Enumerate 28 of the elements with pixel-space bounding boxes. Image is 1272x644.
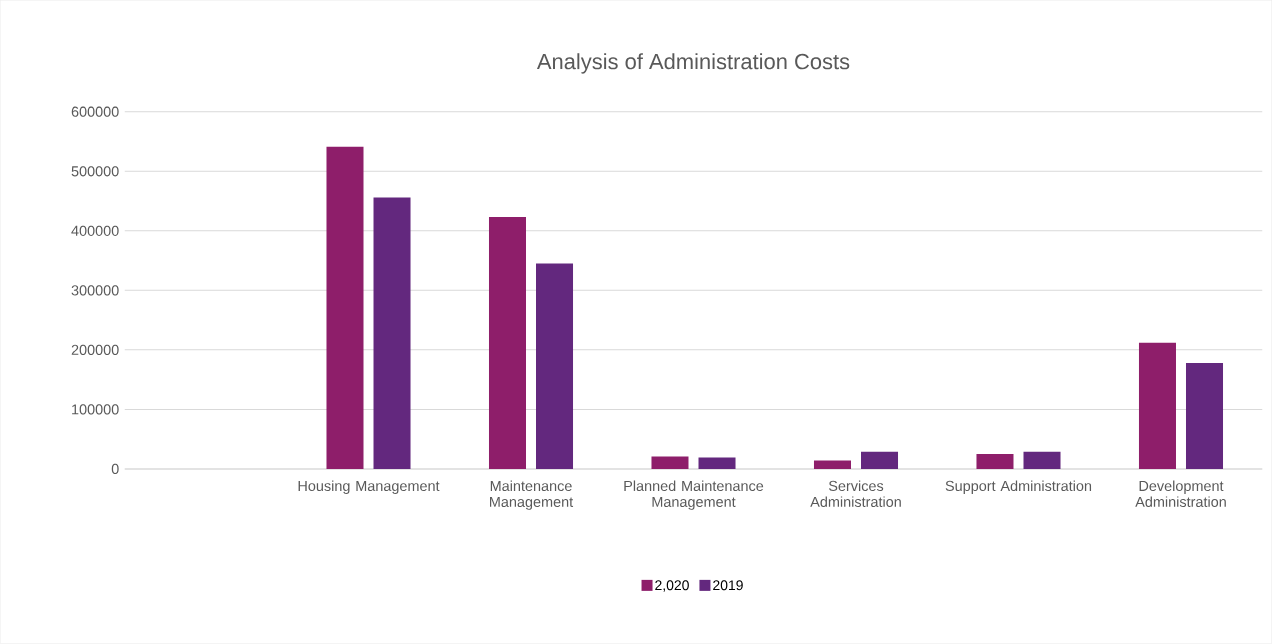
x-tick-label: Support Administration <box>945 480 1092 495</box>
x-tick-label: Development Administration <box>1135 480 1226 508</box>
x-tick-label: Housing Management <box>298 480 440 495</box>
y-tick-label: 600000 <box>71 106 119 117</box>
chart-title: Analysis of Administration Costs <box>536 53 850 74</box>
bar <box>1138 342 1176 470</box>
y-tick-label: 400000 <box>71 225 119 237</box>
bar <box>488 217 526 470</box>
legend-label: 2019 <box>713 580 743 591</box>
bar <box>1186 363 1224 470</box>
bar <box>1023 451 1061 470</box>
y-tick-label: 300000 <box>71 285 119 296</box>
bar <box>651 456 689 470</box>
bar <box>373 197 411 470</box>
bar <box>536 263 574 470</box>
y-tick-label: 500000 <box>71 166 119 177</box>
y-tick-label: 100000 <box>72 404 119 415</box>
bar <box>976 454 1014 470</box>
y-tick-label: 200000 <box>71 344 119 356</box>
x-tick-label: Services Administration <box>810 480 901 508</box>
bar <box>813 460 851 470</box>
legend-label: 2,020 <box>655 580 689 592</box>
bar <box>861 451 899 470</box>
bar <box>698 457 736 470</box>
bar <box>326 147 364 470</box>
x-tick-label: Maintenance Management <box>490 480 574 511</box>
x-tick-label: Planned Maintenance Management <box>624 480 764 511</box>
y-tick-label: 0 <box>111 463 119 475</box>
